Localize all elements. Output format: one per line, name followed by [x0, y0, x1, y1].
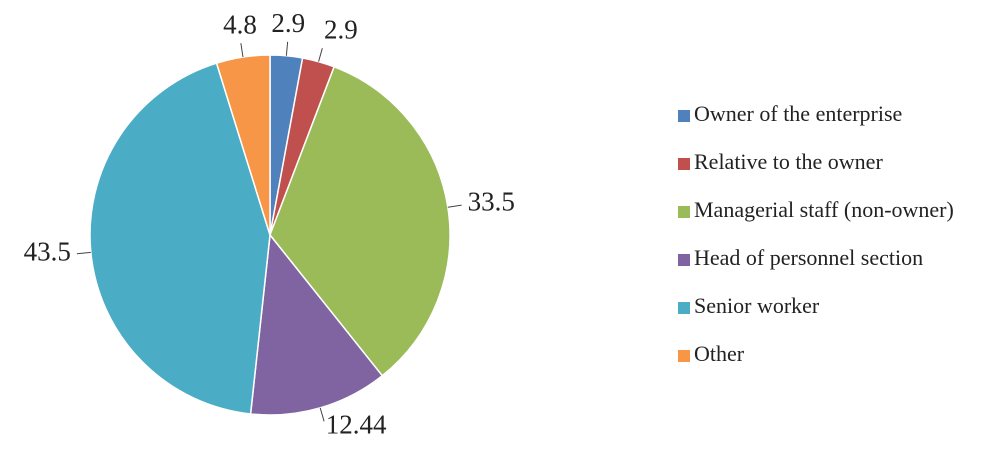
legend-swatch	[678, 254, 690, 266]
leader-line	[76, 251, 91, 255]
legend-label: Owner of the enterprise	[694, 101, 902, 126]
value-label: 43.5	[24, 237, 71, 267]
pie-slice	[249, 233, 384, 416]
legend-label: Managerial staff (non-owner)	[694, 197, 954, 222]
leader-line	[447, 204, 462, 208]
value-label: 33.5	[468, 186, 515, 216]
value-label: 2.9	[324, 15, 358, 45]
legend-swatch	[678, 350, 690, 362]
value-label: 2.9	[271, 8, 305, 38]
legend-swatch	[678, 206, 690, 218]
legend-label: Other	[694, 341, 745, 366]
legend-label: Senior worker	[694, 293, 820, 318]
legend-label: Relative to the owner	[694, 149, 883, 174]
value-label: 4.8	[223, 9, 257, 39]
leader-line	[319, 407, 325, 422]
value-label: 12.44	[326, 409, 387, 439]
legend-swatch	[678, 158, 690, 170]
legend-swatch	[678, 110, 690, 122]
legend-swatch	[678, 302, 690, 314]
pie-slice	[215, 54, 271, 236]
leader-line	[285, 41, 289, 56]
leader-line	[240, 43, 244, 58]
legend-label: Head of personnel section	[694, 245, 923, 270]
leader-line	[318, 48, 323, 62]
